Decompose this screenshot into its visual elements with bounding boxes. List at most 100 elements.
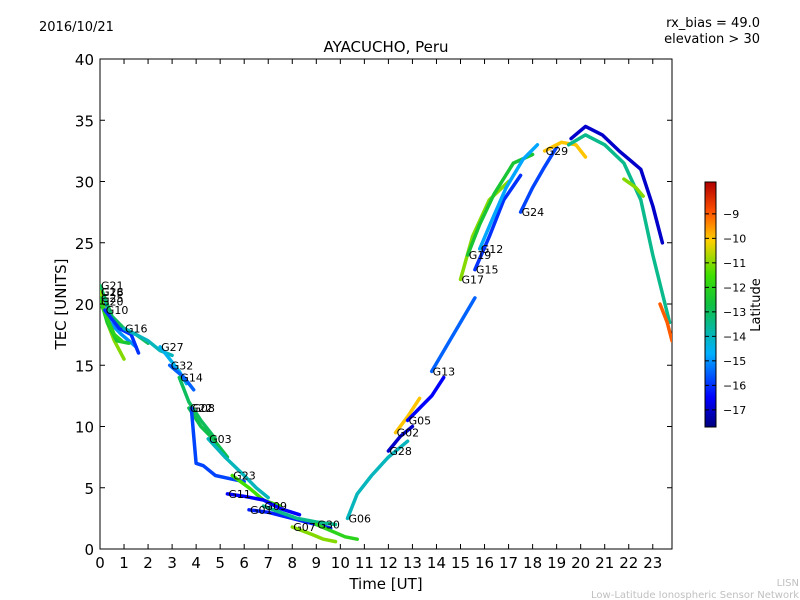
- series-label-g16: G16: [125, 323, 148, 336]
- series-track-gtail-d: [658, 302, 672, 343]
- series-track-g06: [345, 439, 410, 521]
- series-label-g27: G27: [161, 341, 184, 354]
- series-label-g02: G02: [397, 427, 420, 440]
- series-label-g28: G28: [389, 445, 412, 458]
- x-tick-label: 1: [119, 554, 129, 572]
- series-label-g20: G20: [101, 296, 124, 309]
- footer-lisn: LISN: [777, 578, 799, 589]
- series-label-g19: G19: [469, 249, 492, 262]
- date-label: 2016/10/21: [39, 20, 114, 35]
- y-tick-label: 0: [84, 541, 94, 559]
- series-label-g11: G11: [228, 488, 251, 501]
- series-label-g29: G29: [546, 145, 569, 158]
- colorbar-tick-label: −11: [723, 257, 746, 270]
- series-track-g32: [167, 363, 196, 392]
- series-track-gtail-a: [569, 124, 665, 245]
- x-tick-label: 2: [143, 554, 153, 572]
- series-label-g26: G26: [101, 286, 124, 299]
- x-tick-label: 3: [167, 554, 177, 572]
- x-tick-label: 10: [331, 554, 350, 572]
- series-track-g02: [393, 396, 422, 435]
- y-tick-label: 20: [75, 296, 94, 314]
- x-tick-label: 16: [475, 554, 494, 572]
- series-label-g24: G24: [522, 206, 545, 219]
- colorbar-tick-label: −10: [723, 232, 746, 245]
- x-tick-label: 15: [451, 554, 470, 572]
- x-tick-label: 9: [312, 554, 322, 572]
- colorbar: [704, 181, 717, 428]
- series-track-g13: [429, 296, 477, 374]
- series-track-g07: [290, 525, 338, 544]
- x-tick-label: 18: [523, 554, 542, 572]
- series-label-g01: G01: [250, 504, 273, 517]
- x-tick-label: 20: [571, 554, 590, 572]
- colorbar-tick-label: −15: [723, 355, 746, 368]
- series-track-gtail-b: [566, 133, 672, 325]
- colorbar-tick-label: −12: [723, 281, 746, 294]
- x-tick-label: 22: [619, 554, 638, 572]
- x-tick-label: 12: [379, 554, 398, 572]
- x-tick-label: 5: [215, 554, 225, 572]
- x-tick-label: 23: [643, 554, 662, 572]
- series-label-g12: G12: [481, 243, 504, 256]
- series-label-g09: G09: [264, 500, 287, 513]
- x-tick-label: 8: [287, 554, 297, 572]
- series-track-g10: [103, 308, 141, 355]
- y-tick-label: 5: [84, 480, 94, 498]
- series-track-g08: [189, 406, 246, 484]
- y-tick-label: 15: [75, 357, 94, 375]
- series-track-g12: [477, 143, 540, 251]
- x-tick-label: 13: [403, 554, 422, 572]
- series-track-g28: [386, 424, 415, 453]
- colorbar-tick-label: −13: [723, 306, 746, 319]
- y-tick-label: 25: [75, 235, 94, 253]
- x-tick-label: 17: [499, 554, 518, 572]
- series-track-g11: [225, 492, 302, 517]
- x-tick-label: 14: [427, 554, 446, 572]
- x-tick-label: 7: [263, 554, 273, 572]
- x-tick-label: 4: [191, 554, 201, 572]
- y-tick-label: 10: [75, 419, 94, 437]
- y-tick-label: 30: [75, 174, 94, 192]
- axis-layer: 0 1 2 3 4 5 6 7 8 9 10 11 12 13 14 15 16 17 18 19 20 21 22 2305…: [75, 51, 672, 572]
- series-track-g30: [314, 522, 359, 541]
- series-label-g23: G23: [233, 470, 256, 483]
- series-track-g03: [206, 437, 270, 500]
- colorbar-tick-label: −14: [723, 330, 746, 343]
- series-label-g17: G17: [462, 274, 485, 287]
- x-axis-label: Time [UT]: [348, 575, 422, 593]
- x-tick-label: 19: [547, 554, 566, 572]
- x-tick-label: 21: [595, 554, 614, 572]
- series-track-g24: [518, 145, 559, 214]
- series-layer: [100, 124, 672, 544]
- series-track-g19: [465, 152, 535, 257]
- series-track-g05: [405, 375, 446, 423]
- series-label-g05: G05: [409, 414, 432, 427]
- colorbar-tick-label: −16: [723, 379, 746, 392]
- series-label-g03: G03: [209, 433, 232, 446]
- series-label-g10: G10: [106, 304, 129, 317]
- y-tick-label: 35: [75, 112, 94, 130]
- colorbar-label: Latitude: [749, 278, 764, 332]
- series-track-g22: [187, 406, 230, 459]
- series-label-g22: G22: [190, 402, 213, 415]
- x-tick-label: 6: [239, 554, 249, 572]
- series-track-gtail-c: [622, 177, 645, 198]
- series-label-g32: G32: [171, 359, 194, 372]
- rx-bias-label: rx_bias = 49.0: [666, 16, 760, 31]
- series-label-g13: G13: [433, 365, 456, 378]
- series-label-g06: G06: [349, 512, 372, 525]
- colorbar-tick-layer: −9 −10 −11 −12 −13 −14 −15 −16 −17: [705, 208, 746, 417]
- series-label-g25: G25: [101, 292, 124, 305]
- series-label-g21: G21: [101, 280, 124, 293]
- series-track-g09: [261, 504, 338, 527]
- series-label-g14: G14: [180, 372, 203, 385]
- y-tick-label: 40: [75, 51, 94, 69]
- colorbar-tick-label: −17: [723, 404, 746, 417]
- series-label-g15: G15: [476, 264, 499, 277]
- x-tick-label: 0: [95, 554, 105, 572]
- footer-network: Low-Latitude Ionospheric Sensor Network: [591, 590, 799, 600]
- series-label-g07: G07: [293, 521, 316, 534]
